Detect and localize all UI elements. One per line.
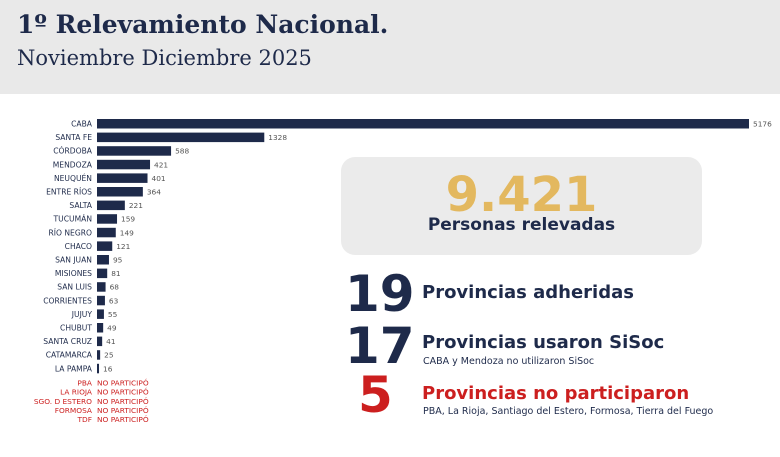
category-label: JUJUY [71, 310, 93, 319]
value-label: 121 [116, 242, 130, 251]
not-participated-label: NO PARTICIPÓ [97, 406, 149, 415]
category-label: CHACO [65, 242, 92, 251]
bar [97, 323, 104, 333]
bar [97, 268, 108, 279]
category-label: ENTRE RÍOS [46, 187, 92, 196]
value-label: 25 [104, 351, 114, 360]
category-label: CÓRDOBA [53, 147, 93, 156]
stat-number: 19 [345, 265, 415, 323]
bar [97, 309, 104, 319]
category-label: NEUQUÉN [54, 174, 92, 183]
bar [97, 132, 265, 143]
not-participated-category: LA RIOJA [60, 388, 92, 397]
category-label: CATAMARCA [46, 351, 93, 360]
page-title: 1º Relevamiento Nacional. [17, 10, 389, 39]
stat-note: PBA, La Rioja, Santiago del Estero, Form… [423, 406, 714, 417]
not-participated-label: NO PARTICIPÓ [97, 378, 149, 387]
bar [97, 227, 116, 238]
value-label: 159 [121, 215, 135, 224]
category-label: SAN LUIS [57, 283, 92, 292]
not-participated-category: FORMOSA [55, 406, 92, 415]
bar [97, 295, 105, 306]
value-label: 364 [147, 187, 161, 196]
page-subtitle: Noviembre Diciembre 2025 [17, 46, 312, 70]
category-label: MISIONES [55, 269, 92, 278]
province-bar-chart: CABA 5176 SANTA FE 1328 CÓRDOBA 588 MENDOZA 421… [34, 119, 772, 424]
bar [97, 119, 749, 129]
category-label: CABA [71, 119, 93, 128]
bar [97, 350, 101, 360]
value-label: 63 [109, 296, 119, 305]
value-label: 68 [110, 283, 120, 292]
bar [97, 336, 103, 347]
category-label: TUCUMÁN [53, 215, 92, 224]
value-label: 41 [106, 337, 116, 346]
bar [97, 173, 148, 183]
category-label: CORRIENTES [43, 296, 92, 305]
not-participated-label: NO PARTICIPÓ [97, 388, 149, 397]
stat-label: Provincias no participaron [422, 383, 690, 404]
value-label: 95 [113, 255, 123, 264]
bar [97, 187, 143, 197]
value-label: 149 [120, 228, 134, 237]
bar [97, 363, 100, 374]
value-label: 5176 [753, 119, 772, 128]
category-label: SAN JUAN [55, 255, 92, 264]
not-participated-category: PBA [77, 378, 92, 387]
stat-note: CABA y Mendoza no utilizaron SiSoc [423, 356, 595, 367]
category-label: SANTA FE [55, 133, 92, 142]
not-participated-category: TDF [77, 415, 92, 424]
value-label: 401 [152, 174, 166, 183]
value-label: 81 [111, 269, 121, 278]
bar [97, 159, 151, 170]
category-label: MENDOZA [53, 160, 93, 169]
bar [97, 255, 109, 265]
stat-label: Provincias adheridas [422, 282, 634, 303]
category-label: SANTA CRUZ [43, 337, 92, 346]
bar [97, 241, 113, 251]
bar [97, 200, 125, 211]
category-label: CHUBUT [60, 323, 92, 332]
not-participated-category: SGO. D ESTERO [34, 397, 92, 406]
header: 1º Relevamiento Nacional. Noviembre Dici… [0, 0, 780, 94]
bar [97, 146, 172, 156]
value-label: 55 [108, 310, 118, 319]
value-label: 49 [107, 323, 117, 332]
category-label: LA PAMPA [55, 364, 93, 373]
category-label: SALTA [69, 201, 92, 210]
value-label: 588 [175, 147, 189, 156]
not-participated-label: NO PARTICIPÓ [97, 415, 149, 424]
not-participated-label: NO PARTICIPÓ [97, 397, 149, 406]
value-label: 1328 [268, 133, 287, 142]
stat-number: 5 [358, 366, 393, 424]
value-label: 221 [129, 201, 143, 210]
category-label: RÍO NEGRO [48, 228, 92, 237]
total-label: Personas relevadas [427, 215, 616, 235]
bar [97, 214, 118, 224]
total-card: 9.421 Personas relevadas [341, 157, 702, 255]
bar [97, 282, 106, 292]
total-number: 9.421 [445, 167, 598, 223]
stat-label: Provincias usaron SiSoc [422, 332, 665, 353]
stat-number: 17 [345, 317, 415, 375]
value-label: 421 [154, 160, 168, 169]
value-label: 16 [103, 364, 113, 373]
